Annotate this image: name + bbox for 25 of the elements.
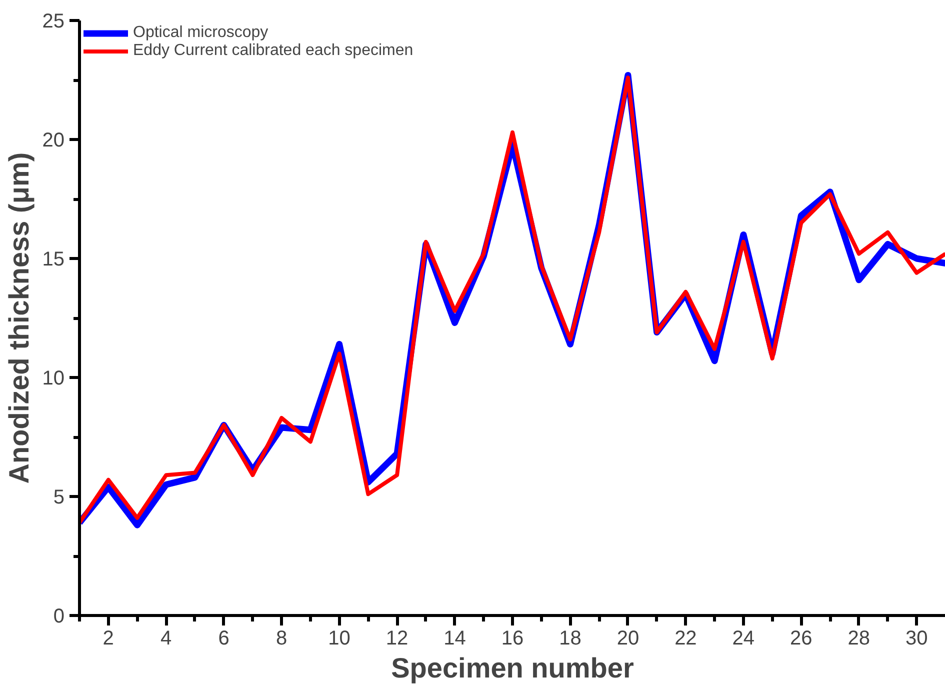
x-tick-label: 18	[559, 628, 582, 650]
y-tick-label: 15	[42, 248, 65, 270]
x-tick-label: 4	[160, 628, 172, 650]
x-tick-label: 26	[790, 628, 812, 650]
x-tick-label: 10	[328, 628, 350, 650]
x-tick-label: 28	[848, 628, 870, 650]
x-tick-label: 14	[444, 628, 466, 650]
x-tick-label: 8	[276, 628, 288, 650]
x-tick-label: 30	[906, 628, 928, 650]
y-tick-label: 10	[42, 368, 65, 390]
y-tick-label: 5	[53, 486, 64, 508]
y-tick-label: 0	[53, 606, 64, 628]
x-tick-label: 12	[386, 628, 408, 650]
y-axis-title: Anodized thickness (μm)	[3, 152, 34, 484]
x-tick-label: 20	[616, 628, 640, 650]
y-tick-label: 25	[42, 10, 65, 32]
y-tick-label: 20	[42, 130, 65, 152]
legend-label: Optical microscopy	[133, 24, 268, 42]
x-tick-label: 22	[674, 628, 697, 650]
x-tick-label: 16	[501, 628, 524, 650]
x-axis-title: Specimen number	[391, 652, 634, 684]
legend-label: Eddy Current calibrated each specimen	[133, 42, 414, 60]
x-tick-label: 6	[218, 628, 230, 650]
x-tick-label: 24	[732, 628, 755, 650]
x-tick-label: 2	[102, 628, 114, 650]
